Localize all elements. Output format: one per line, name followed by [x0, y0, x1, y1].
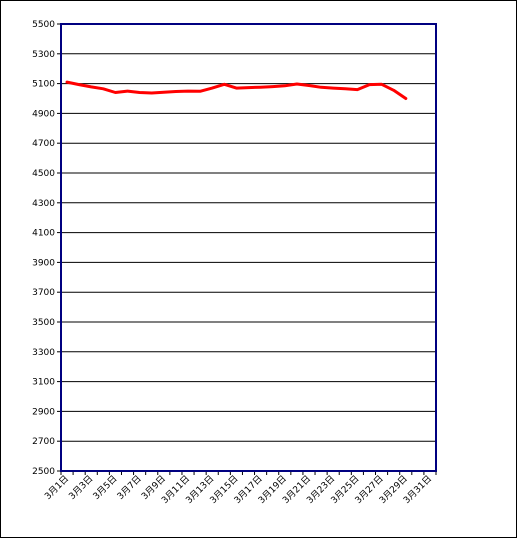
y-tick-label-14: 2700	[32, 437, 55, 447]
data-point-22	[320, 86, 323, 89]
data-point-11	[187, 90, 190, 93]
data-point-21	[307, 84, 310, 87]
plot-area-border	[60, 23, 437, 472]
data-point-2	[78, 83, 81, 86]
data-point-26	[368, 83, 371, 86]
y-tick-label-4: 4700	[32, 139, 55, 149]
y-tick-label-11: 3300	[32, 348, 55, 358]
y-tick-label-6: 4300	[32, 199, 55, 209]
y-tick-label-2: 5100	[32, 80, 55, 90]
series-group	[65, 80, 408, 100]
y-tick-label-7: 4100	[32, 229, 55, 239]
data-point-7	[138, 91, 141, 94]
data-point-27	[380, 83, 383, 86]
data-point-13	[211, 87, 214, 90]
data-point-29	[404, 97, 407, 100]
data-point-4	[102, 87, 105, 90]
data-point-12	[199, 90, 202, 93]
x-tick-label-3: 3月7日	[115, 473, 144, 502]
data-point-6	[126, 90, 129, 93]
data-point-18	[271, 85, 274, 88]
y-axis-ticks: 5500 5300 5100 4900 4700 4500 4300 4100 3900 3700…	[32, 20, 61, 477]
x-tick-label-2: 3月5日	[91, 473, 120, 502]
data-point-19	[283, 84, 286, 87]
data-point-20	[295, 83, 298, 86]
x-tick-label-0: 3月1日	[43, 473, 72, 502]
x-axis-ticks: 3月1日3月3日3月5日3月7日3月9日3月11日3月13日3月15日3月17日…	[43, 471, 437, 506]
x-tick-label-1: 3月3日	[67, 473, 96, 502]
data-point-17	[259, 86, 262, 89]
y-tick-label-12: 3100	[32, 378, 55, 388]
y-tick-label-8: 3900	[32, 258, 55, 268]
data-point-24	[344, 87, 347, 90]
y-tick-label-10: 3500	[32, 318, 55, 328]
data-point-5	[114, 91, 117, 94]
data-point-16	[247, 86, 250, 89]
data-point-8	[150, 91, 153, 94]
data-point-23	[332, 87, 335, 90]
y-tick-label-5: 4500	[32, 169, 55, 179]
y-tick-label-3: 4900	[32, 109, 55, 119]
data-point-3	[90, 85, 93, 88]
y-tick-label-1: 5300	[32, 50, 55, 60]
y-tick-label-9: 3700	[32, 288, 55, 298]
data-point-25	[356, 88, 359, 91]
data-point-10	[174, 90, 177, 93]
y-tick-label-13: 2900	[32, 407, 55, 417]
data-point-14	[223, 83, 226, 86]
data-point-1	[66, 81, 69, 84]
data-point-15	[235, 87, 238, 90]
y-tick-label-0: 5500	[32, 20, 55, 30]
series-line-0	[65, 80, 408, 100]
data-point-9	[162, 91, 165, 94]
y-tick-label-15: 2500	[32, 467, 55, 477]
data-point-28	[392, 89, 395, 92]
